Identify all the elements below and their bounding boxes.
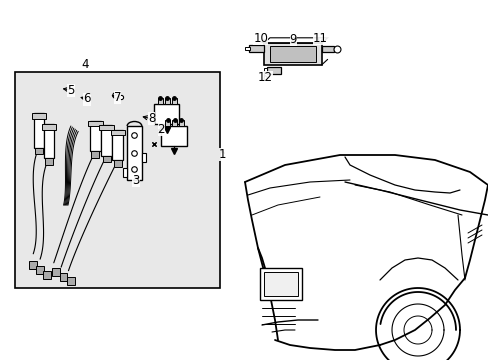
Bar — [88, 121, 102, 126]
Text: 5: 5 — [67, 84, 75, 96]
Text: 6: 6 — [83, 93, 91, 105]
Text: 11: 11 — [312, 32, 327, 45]
Bar — [264, 272, 297, 296]
Bar — [158, 98, 163, 104]
Bar — [269, 46, 315, 62]
Bar — [161, 126, 186, 146]
Bar — [245, 47, 250, 50]
Bar — [43, 124, 54, 158]
Bar — [35, 148, 43, 154]
Bar — [123, 168, 127, 177]
Bar — [321, 46, 333, 52]
Bar — [172, 120, 177, 126]
Bar — [112, 130, 123, 160]
Text: 3: 3 — [132, 174, 140, 186]
Bar — [101, 125, 112, 156]
Text: 7: 7 — [113, 91, 121, 104]
Bar — [164, 98, 169, 104]
Bar — [165, 120, 170, 126]
Bar — [142, 153, 145, 162]
Bar — [43, 271, 51, 279]
Bar — [260, 268, 302, 300]
Bar — [110, 130, 125, 135]
Text: 4: 4 — [81, 58, 89, 71]
Bar — [264, 43, 321, 65]
Bar — [91, 151, 99, 158]
Bar — [171, 98, 176, 104]
Bar — [52, 268, 60, 276]
Text: 10: 10 — [253, 32, 267, 45]
Bar — [15, 72, 220, 288]
Bar — [114, 160, 122, 167]
Text: 1: 1 — [218, 148, 226, 161]
Bar — [60, 273, 67, 281]
Text: 9: 9 — [289, 33, 297, 46]
Bar — [127, 126, 142, 180]
Bar — [34, 113, 44, 148]
Text: 8: 8 — [147, 112, 155, 125]
Bar — [263, 68, 267, 73]
Bar — [67, 277, 75, 285]
Bar — [41, 124, 56, 130]
Bar — [249, 45, 264, 52]
Bar — [29, 261, 37, 269]
Bar — [154, 104, 179, 124]
Bar — [45, 158, 53, 165]
Text: 12: 12 — [258, 71, 272, 84]
Bar — [179, 120, 183, 126]
Bar — [32, 113, 46, 119]
Bar — [102, 156, 110, 162]
Bar — [266, 67, 281, 74]
Bar — [99, 125, 114, 130]
Text: 2: 2 — [157, 123, 165, 136]
Bar — [36, 266, 44, 274]
Bar — [90, 121, 101, 151]
